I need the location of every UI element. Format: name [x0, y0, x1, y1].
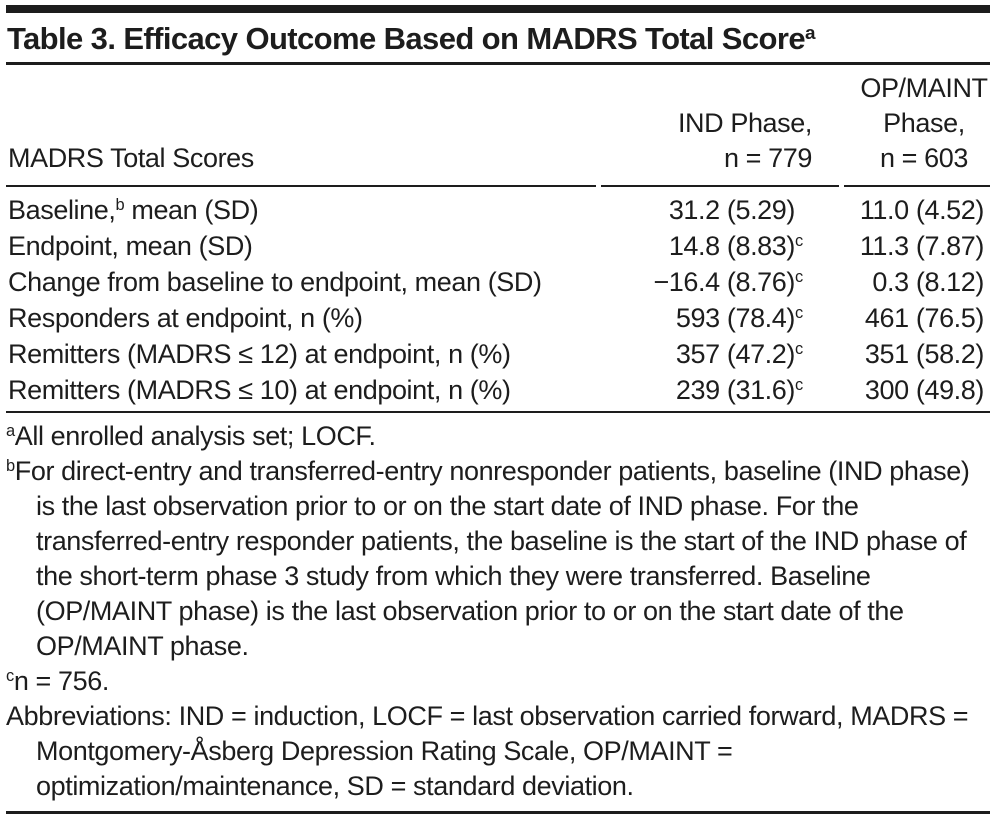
footnote-marker: c	[6, 666, 14, 685]
footnote-marker: b	[6, 456, 15, 475]
footnote-abbreviations: Abbreviations: IND = induction, LOCF = l…	[6, 699, 984, 804]
cell-value-text: 31.2 (5.29)	[668, 195, 796, 225]
table-title-text: Table 3. Efficacy Outcome Based on MADRS…	[7, 21, 806, 56]
cell-ind-value: 357 (47.2)c	[601, 336, 839, 372]
row-label-text: Endpoint, mean (SD)	[8, 231, 253, 261]
footnote-marker: c	[795, 339, 803, 358]
cell-ind-value: 239 (31.6)c	[601, 372, 839, 411]
table-row-responders: Responders at endpoint, n (%) 593 (78.4)…	[6, 300, 990, 336]
table-row-baseline: Baseline,b mean (SD) 31.2 (5.29) 11.0 (4…	[6, 187, 990, 228]
title-footnote-marker: a	[804, 22, 816, 44]
column-header-stub: MADRS Total Scores	[6, 65, 596, 187]
header-line: n = 779	[723, 143, 812, 173]
top-thick-rule	[6, 5, 990, 13]
row-label-text: Change from baseline to endpoint, mean (…	[8, 267, 542, 297]
cell-ind-value: 593 (78.4)c	[601, 300, 839, 336]
table-body-bottom-rule	[6, 411, 990, 413]
cell-op-value: 0.3 (8.12)	[872, 267, 984, 297]
header-line: n = 603	[879, 143, 969, 173]
table-title: Table 3. Efficacy Outcome Based on MADRS…	[6, 13, 990, 62]
row-label: Remitters (MADRS ≤ 12) at endpoint, n (%…	[6, 336, 596, 372]
column-header-op-maint-phase: OP/MAINT Phase, n = 603	[844, 65, 990, 187]
cell-value-text: 357 (47.2)	[675, 339, 795, 369]
footnote-c: cn = 756.	[6, 664, 984, 699]
row-label-text: Responders at endpoint, n (%)	[8, 303, 363, 333]
efficacy-outcome-table: MADRS Total Scores IND Phase, n = 779 OP…	[1, 65, 995, 411]
cell-op-value: 461 (76.5)	[864, 303, 984, 333]
footnote-marker: c	[795, 303, 803, 322]
table-figure: Table 3. Efficacy Outcome Based on MADRS…	[0, 5, 996, 814]
cell-value-text: −16.4 (8.76)	[653, 267, 795, 297]
row-label: Baseline,b mean (SD)	[6, 187, 596, 228]
table-row-change: Change from baseline to endpoint, mean (…	[6, 264, 990, 300]
table-row-endpoint: Endpoint, mean (SD) 14.8 (8.83)c 11.3 (7…	[6, 228, 990, 264]
header-line: OP/MAINT	[860, 73, 988, 103]
footnote-text: All enrolled analysis set; LOCF.	[14, 421, 376, 451]
cell-op-value: 11.3 (7.87)	[859, 231, 985, 261]
footnote-marker: a	[6, 421, 15, 440]
footnotes-section: aAll enrolled analysis set; LOCF. bFor d…	[6, 419, 984, 804]
header-row: MADRS Total Scores IND Phase, n = 779 OP…	[6, 65, 990, 187]
cell-ind-value: −16.4 (8.76)c	[601, 264, 839, 300]
row-label: Responders at endpoint, n (%)	[6, 300, 596, 336]
row-label-text: Baseline,	[8, 195, 116, 225]
footnote-marker: c	[795, 231, 803, 250]
table-row-remitters-12: Remitters (MADRS ≤ 12) at endpoint, n (%…	[6, 336, 990, 372]
cell-ind-value: 14.8 (8.83)c	[601, 228, 839, 264]
cell-op-value: 351 (58.2)	[864, 339, 984, 369]
header-line: Phase,	[883, 108, 965, 138]
footnote-a: aAll enrolled analysis set; LOCF.	[6, 419, 984, 454]
cell-value-text: 239 (31.6)	[675, 375, 795, 405]
header-line: IND Phase,	[677, 108, 812, 138]
cell-op-value: 11.0 (4.52)	[859, 195, 985, 225]
footnote-text: For direct-entry and transferred-entry n…	[14, 456, 970, 661]
row-label: Remitters (MADRS ≤ 10) at endpoint, n (%…	[6, 372, 596, 411]
table-row-remitters-10: Remitters (MADRS ≤ 10) at endpoint, n (%…	[6, 372, 990, 411]
bottom-rule	[6, 811, 990, 814]
title-rule	[6, 62, 990, 65]
footnote-marker: c	[795, 375, 803, 394]
cell-value-text: 14.8 (8.83)	[668, 231, 796, 261]
row-label: Change from baseline to endpoint, mean (…	[6, 264, 596, 300]
footnote-marker: c	[795, 267, 803, 286]
row-label-text: Remitters (MADRS ≤ 10) at endpoint, n (%…	[8, 375, 511, 405]
cell-value-text: 593 (78.4)	[675, 303, 795, 333]
cell-op-value: 300 (49.8)	[864, 375, 984, 405]
footnote-text: Abbreviations: IND = induction, LOCF = l…	[6, 701, 969, 801]
column-header-ind-phase: IND Phase, n = 779	[601, 65, 839, 187]
row-label: Endpoint, mean (SD)	[6, 228, 596, 264]
row-label-text: mean (SD)	[124, 195, 259, 225]
footnote-text: n = 756.	[13, 666, 110, 696]
footnote-b: bFor direct-entry and transferred-entry …	[6, 454, 984, 664]
footnote-marker: b	[115, 195, 125, 214]
cell-ind-value: 31.2 (5.29)	[601, 187, 839, 228]
row-label-text: Remitters (MADRS ≤ 12) at endpoint, n (%…	[8, 339, 511, 369]
